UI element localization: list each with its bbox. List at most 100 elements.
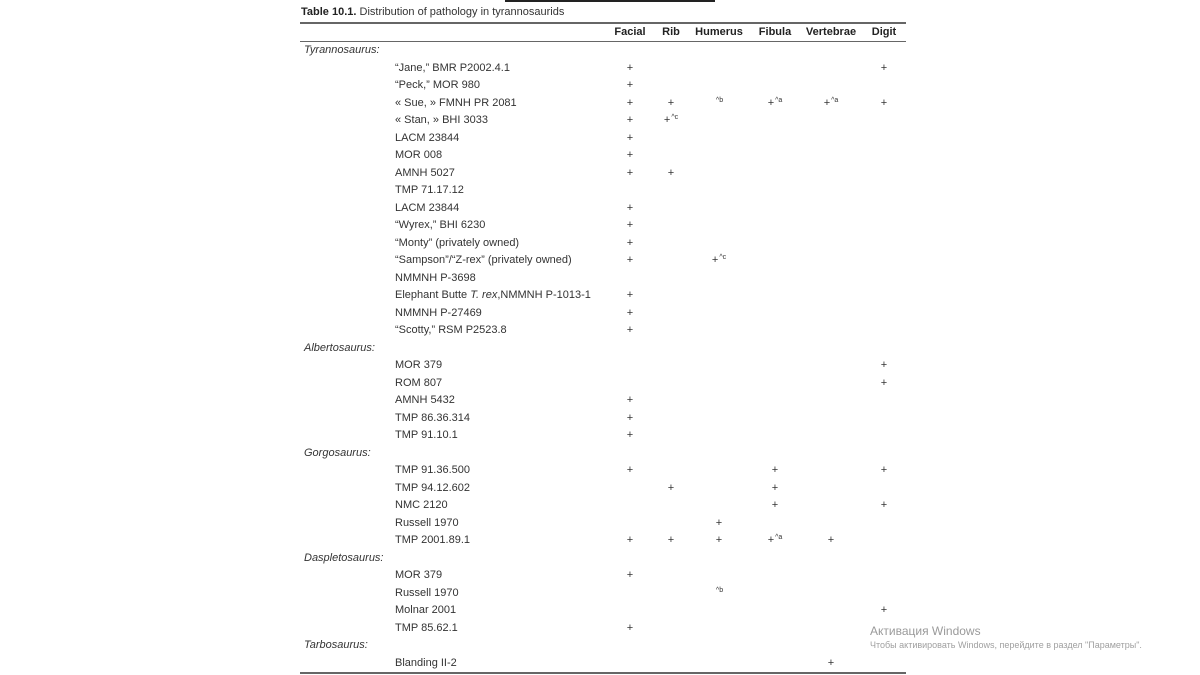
genus-label: Gorgosaurus: [304, 446, 371, 459]
pathology-mark-facial: + [626, 289, 634, 301]
pathology-mark-facial: + [626, 61, 634, 74]
specimen-label-pre: MOR 008 [395, 149, 443, 161]
pathology-mark-facial: + [626, 236, 634, 249]
table-row: LACM 23844 + [0, 202, 1200, 219]
specimen-label-pre: “Wyrex,” BHI 6230 [395, 219, 486, 231]
pathology-mark-facial: + [626, 201, 634, 214]
specimen-label-pre: Blanding II-2 [395, 656, 457, 669]
specimen-label: “Wyrex,” BHI 6230 [395, 219, 485, 232]
pathology-mark-facial: + [626, 534, 634, 546]
specimen-label: TMP 86.36.314 [395, 412, 470, 425]
pathology-mark-fibula: +^a [767, 534, 783, 546]
pathology-mark-rib: +^c [663, 114, 679, 126]
pathology-mark-facial: + [626, 166, 634, 179]
column-header-digit: Digit [871, 26, 897, 38]
column-header-humerus: Humerus [695, 26, 743, 38]
group-row: Albertosaurus: [0, 342, 1200, 359]
specimen-label-ital: T. rex [470, 289, 498, 301]
table-row: AMNH 5027 + + [0, 167, 1200, 184]
pathology-mark-digit: + [880, 96, 888, 109]
pathology-mark-rib: + [667, 534, 675, 546]
specimen-label: TMP 91.10.1 [395, 429, 458, 442]
genus-label: Albertosaurus: [304, 341, 375, 354]
specimen-label-pre: ROM 807 [395, 376, 443, 389]
specimen-label-pre: TMP 91.36.500 [395, 464, 471, 476]
pathology-mark-humerus: ^b [715, 587, 723, 600]
table-row: “Sampson”/“Z-rex” (privately owned) + +^c [0, 254, 1200, 271]
specimen-label: Russell 1970 [395, 517, 459, 530]
pathology-mark-facial: + [626, 254, 634, 266]
specimen-label-pre: Russell 1970 [395, 516, 459, 529]
table-row: « Sue, » FMNH PR 2081 + + ^b +^a +^a + [0, 97, 1200, 114]
pathology-mark-facial: + [626, 324, 634, 336]
specimen-label-pre: MOR 379 [395, 569, 443, 581]
table-row: TMP 2001.89.1 + + + +^a + [0, 534, 1200, 551]
specimen-label-pre: “Jane,” BMR P2002.4.1 [395, 61, 510, 74]
table-row: “Monty” (privately owned) + [0, 237, 1200, 254]
table-row: TMP 94.12.602 + + [0, 482, 1200, 499]
table-row: TMP 91.36.500 + + + [0, 464, 1200, 481]
specimen-label: “Sampson”/“Z-rex” (privately owned) [395, 254, 572, 267]
specimen-label-pre: “Monty” (privately owned) [395, 236, 520, 249]
pathology-mark-digit: + [880, 499, 888, 511]
table-row: NMMNH P-3698 [0, 272, 1200, 289]
pathology-mark-vertebrae: + [827, 534, 835, 546]
specimen-label: LACM 23844 [395, 132, 459, 145]
bottom-rule [300, 672, 906, 674]
top-rule [300, 22, 906, 24]
pathology-mark-humerus: + [715, 516, 723, 529]
table-row: TMP 86.36.314 + [0, 412, 1200, 429]
column-header-facial: Facial [614, 26, 646, 38]
specimen-label-pre: Russell 1970 [395, 586, 459, 599]
specimen-label-pre: TMP 85.62.1 [395, 621, 458, 634]
specimen-label: MOR 379 [395, 359, 442, 372]
specimen-label-pre: TMP 71.17.12 [395, 184, 464, 196]
table-row: “Wyrex,” BHI 6230 + [0, 219, 1200, 236]
group-row: Gorgosaurus: [0, 447, 1200, 464]
specimen-label: TMP 2001.89.1 [395, 534, 470, 547]
pathology-mark-vertebrae: + [827, 656, 835, 669]
specimen-label-pre: TMP 91.10.1 [395, 429, 458, 441]
table-row: “Scotty,” RSM P2523.8 + [0, 324, 1200, 341]
specimen-label: “Scotty,” RSM P2523.8 [395, 324, 507, 337]
pathology-mark-digit: + [880, 604, 888, 616]
table-row: “Peck,” MOR 980 + [0, 79, 1200, 96]
specimen-label-pre: AMNH 5027 [395, 166, 455, 179]
footnote-marker: ^b [715, 586, 724, 594]
group-row: Tarbosaurus: [0, 639, 1200, 656]
pathology-mark-facial: + [626, 621, 634, 634]
genus-label: Tyrannosaurus: [304, 44, 380, 56]
pathology-mark-fibula: + [771, 481, 779, 494]
footnote-marker: ^a [775, 96, 783, 104]
specimen-label: « Stan, » BHI 3033 [395, 114, 488, 127]
specimen-label-pre: « Stan, » BHI 3033 [395, 114, 488, 126]
pathology-mark-fibula: + [771, 464, 779, 476]
table-row: TMP 85.62.1 + [0, 622, 1200, 639]
table-row: Molnar 2001 + [0, 604, 1200, 621]
table-row: Russell 1970 + [0, 517, 1200, 534]
pathology-mark-vertebrae: +^a [823, 96, 839, 109]
pathology-mark-facial: + [626, 131, 634, 144]
specimen-label-pre: LACM 23844 [395, 201, 460, 214]
specimen-label: Blanding II-2 [395, 657, 457, 670]
specimen-label: MOR 379 [395, 569, 442, 582]
footnote-marker: ^a [775, 534, 783, 541]
footnote-marker: ^b [715, 96, 724, 104]
specimen-label-pre: TMP 2001.89.1 [395, 534, 471, 546]
windows-activation-subtitle: Чтобы активировать Windows, перейдите в … [870, 640, 1142, 650]
genus-label: Tarbosaurus: [304, 639, 368, 651]
table-caption-text: Distribution of pathology in tyrannosaur… [359, 6, 565, 18]
specimen-label: “Peck,” MOR 980 [395, 79, 480, 92]
pathology-mark-facial: + [626, 429, 634, 441]
specimen-label-pre: “Scotty,” RSM P2523.8 [395, 324, 507, 336]
specimen-label-pre: NMMNH P-3698 [395, 271, 476, 284]
footnote-marker: ^c [719, 254, 727, 261]
column-header-fibula: Fibula [758, 26, 792, 38]
specimen-label: Russell 1970 [395, 587, 459, 600]
group-row: Daspletosaurus: [0, 552, 1200, 569]
top-edge-bar [505, 0, 715, 2]
specimen-label: TMP 91.36.500 [395, 464, 470, 477]
specimen-label-pre: LACM 23844 [395, 131, 460, 144]
table-row: ROM 807 + [0, 377, 1200, 394]
specimen-label: “Monty” (privately owned) [395, 237, 519, 250]
